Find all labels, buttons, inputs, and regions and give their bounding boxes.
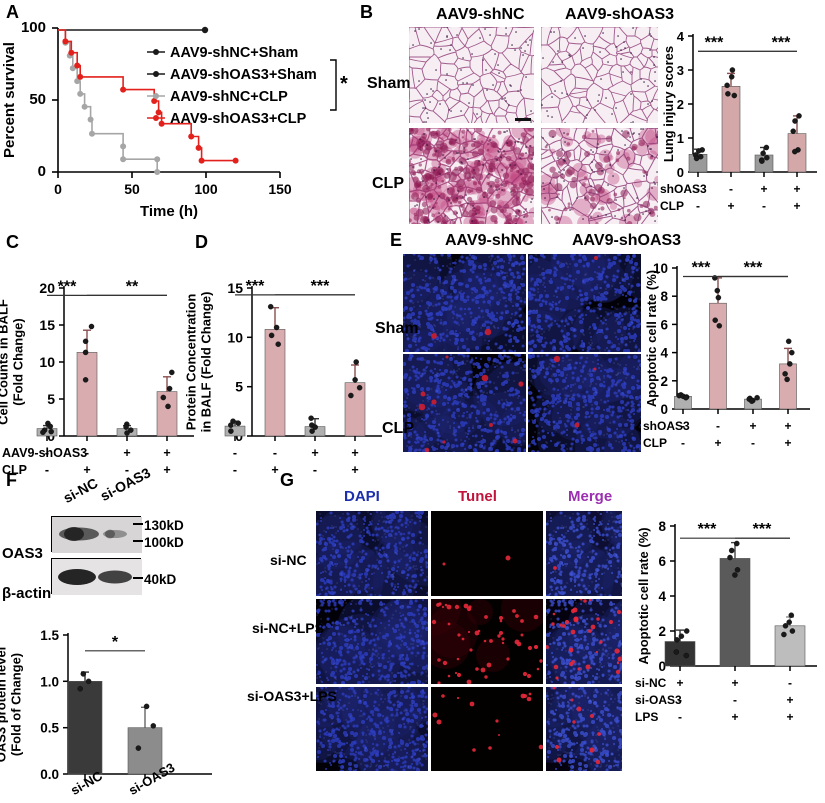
svg-text:+: + <box>311 446 318 460</box>
svg-text:Cell Counts in BALF: Cell Counts in BALF <box>0 299 11 425</box>
svg-text:+: + <box>727 199 734 213</box>
svg-text:6: 6 <box>660 317 668 332</box>
svg-text:0: 0 <box>677 165 684 180</box>
svg-text:in BALF (Fold Change): in BALF (Fold Change) <box>199 292 214 433</box>
svg-text:-: - <box>762 199 766 213</box>
svg-text:-: - <box>696 182 700 196</box>
svg-text:+: + <box>676 676 683 690</box>
svg-text:2: 2 <box>677 97 684 112</box>
svg-text:1.5: 1.5 <box>40 628 59 643</box>
svg-text:6: 6 <box>658 554 666 569</box>
svg-text:***: *** <box>692 260 711 277</box>
svg-text:CLP: CLP <box>643 436 667 450</box>
svg-text:+: + <box>351 446 358 460</box>
svg-text:-: - <box>729 182 733 196</box>
svg-text:-: - <box>681 419 685 433</box>
svg-text:+: + <box>731 676 738 690</box>
svg-text:10: 10 <box>227 329 243 345</box>
svg-text:-: - <box>233 446 237 460</box>
svg-text:+: + <box>760 182 767 196</box>
svg-text:0.0: 0.0 <box>40 767 59 782</box>
svg-text:4: 4 <box>658 589 666 604</box>
svg-text:**: ** <box>126 278 139 295</box>
svg-text:+: + <box>749 419 756 433</box>
svg-text:Apoptotic cell rate (%): Apoptotic cell rate (%) <box>636 527 651 664</box>
svg-text:4: 4 <box>677 29 685 44</box>
svg-text:-: - <box>716 419 720 433</box>
svg-text:-: - <box>751 436 755 450</box>
svg-text:4: 4 <box>660 346 668 361</box>
svg-text:Lung injury scores: Lung injury scores <box>661 46 676 162</box>
svg-text:2: 2 <box>658 624 666 639</box>
svg-text:(Fold of Change): (Fold of Change) <box>9 653 24 756</box>
svg-text:1: 1 <box>677 131 684 146</box>
svg-text:8: 8 <box>660 289 668 304</box>
svg-text:si-OAS3: si-OAS3 <box>635 693 682 707</box>
svg-text:-: - <box>678 693 682 707</box>
svg-text:LPS: LPS <box>635 710 658 724</box>
svg-text:***: *** <box>744 260 763 277</box>
svg-text:-: - <box>788 676 792 690</box>
svg-text:***: *** <box>311 278 330 295</box>
svg-text:+: + <box>123 446 130 460</box>
svg-text:-: - <box>45 446 49 460</box>
svg-text:+: + <box>784 436 791 450</box>
svg-text:***: *** <box>698 521 717 538</box>
svg-text:Apoptotic cell rate (%): Apoptotic cell rate (%) <box>644 270 659 407</box>
svg-text:5: 5 <box>47 391 55 407</box>
svg-text:***: *** <box>58 278 77 295</box>
svg-text:10: 10 <box>39 354 55 370</box>
svg-text:0.5: 0.5 <box>40 721 59 736</box>
svg-text:+: + <box>786 693 793 707</box>
svg-text:8: 8 <box>658 519 666 534</box>
svg-text:5: 5 <box>235 379 243 395</box>
svg-text:0: 0 <box>660 402 668 417</box>
svg-text:-: - <box>733 693 737 707</box>
svg-text:+: + <box>786 710 793 724</box>
svg-text:-: - <box>678 710 682 724</box>
svg-text:15: 15 <box>39 317 55 333</box>
svg-text:*: * <box>112 634 119 651</box>
svg-text:-: - <box>273 446 277 460</box>
svg-text:20: 20 <box>39 280 55 296</box>
svg-text:Protein Concentration: Protein Concentration <box>184 294 199 431</box>
svg-text:-: - <box>696 199 700 213</box>
svg-text:(Fold Change): (Fold Change) <box>11 318 26 405</box>
svg-text:si-NC: si-NC <box>635 676 667 690</box>
svg-text:***: *** <box>246 278 265 295</box>
svg-text:2: 2 <box>660 374 668 389</box>
svg-text:***: *** <box>753 521 772 538</box>
svg-text:OAS3 protein level: OAS3 protein level <box>0 647 9 763</box>
svg-text:+: + <box>784 419 791 433</box>
svg-text:3: 3 <box>677 63 684 78</box>
svg-text:***: *** <box>705 34 724 51</box>
svg-text:1.0: 1.0 <box>40 674 59 689</box>
svg-text:+: + <box>163 446 170 460</box>
svg-text:+: + <box>714 436 721 450</box>
svg-text:***: *** <box>772 34 791 51</box>
svg-text:15: 15 <box>227 280 243 296</box>
svg-text:+: + <box>793 199 800 213</box>
svg-text:CLP: CLP <box>660 199 684 213</box>
svg-text:+: + <box>731 710 738 724</box>
svg-text:-: - <box>85 446 89 460</box>
svg-text:-: - <box>681 436 685 450</box>
svg-text:+: + <box>793 182 800 196</box>
